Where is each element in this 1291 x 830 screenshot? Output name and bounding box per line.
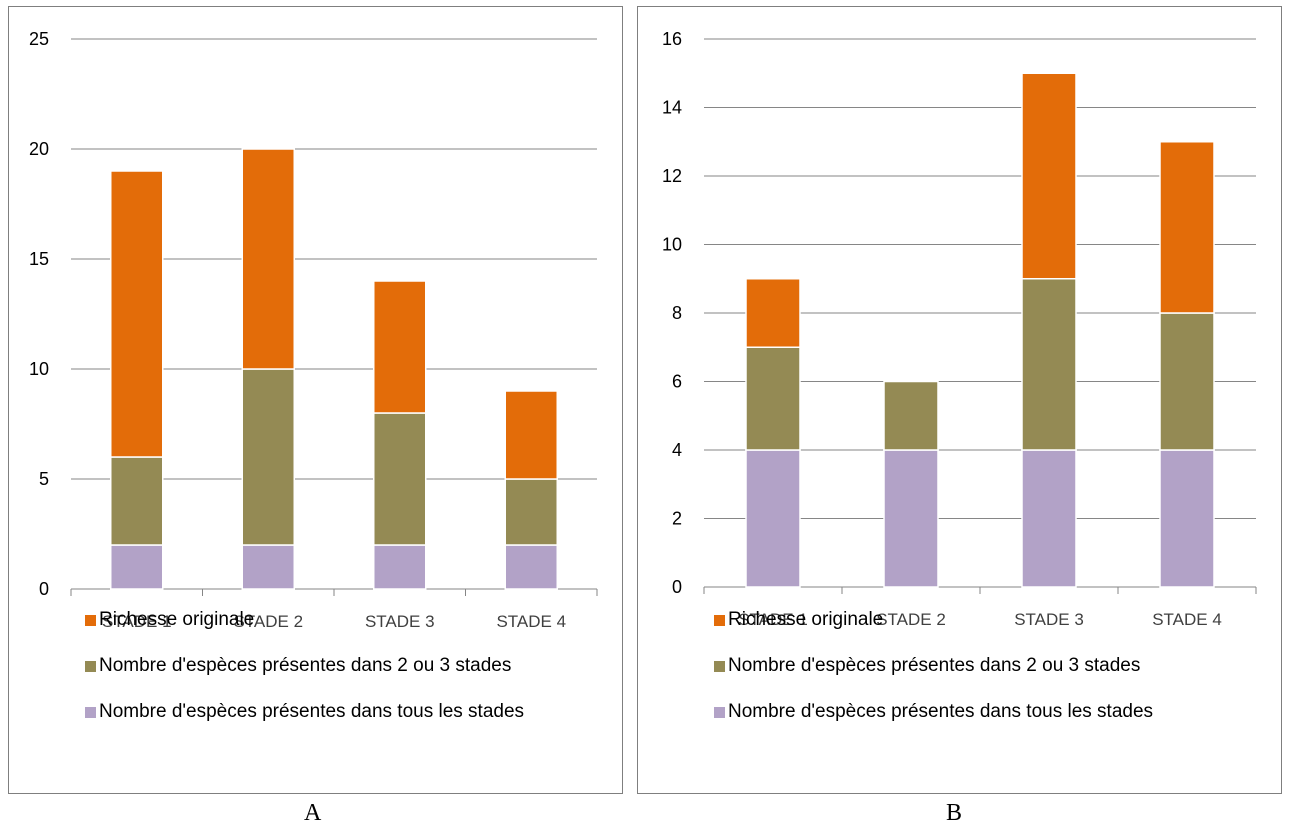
chart-b-bar-richesse <box>745 278 801 348</box>
chart-a-bar-richesse <box>373 280 427 414</box>
chart-b-category-label: STADE 1 <box>738 610 808 629</box>
chart-a-bar-deux_trois <box>110 456 164 546</box>
legend-label: Nombre d'espèces présentes dans 2 ou 3 s… <box>728 655 1141 676</box>
chart-b-y-tick-label: 2 <box>672 509 682 529</box>
chart-a-bar-deux_trois <box>504 478 558 546</box>
chart-panel-a: 0 5 10 15 20 25 STADE 1 STADE 2 STADE 3 STADE 4 R… <box>8 6 623 794</box>
chart-a-bar-tous <box>373 544 427 590</box>
chart-a-bar-deux_trois <box>373 412 427 546</box>
chart-a-category-label: STADE 3 <box>365 612 435 631</box>
chart-a-bar-richesse <box>110 170 164 458</box>
chart-a-bar-tous <box>110 544 164 590</box>
chart-a-plot: 0 5 10 15 20 25 STADE 1 STADE 2 STADE 3 STADE 4 <box>29 29 598 631</box>
legend-label: Nombre d'espèces présentes dans tous les… <box>728 701 1154 722</box>
legend-swatch-richesse <box>714 614 725 626</box>
chart-a-bar-tous <box>241 544 295 590</box>
chart-a-category-label: STADE 4 <box>496 612 566 631</box>
chart-b-bar-tous <box>745 449 801 588</box>
chart-a-y-tick-label: 25 <box>29 29 49 49</box>
legend-swatch-deux_trois <box>714 660 725 672</box>
chart-b-bar-deux_trois <box>745 346 801 451</box>
legend-swatch-richesse <box>85 614 96 626</box>
chart-b-bar-tous <box>883 449 939 588</box>
chart-a-category-label: STADE 2 <box>233 612 303 631</box>
legend-swatch-tous <box>714 706 725 718</box>
chart-b-y-tick-label: 10 <box>662 235 682 255</box>
chart-b-y-tick-label: 0 <box>672 577 682 597</box>
chart-b-bar-richesse <box>1021 72 1077 280</box>
chart-a-y-tick-label: 10 <box>29 359 49 379</box>
legend-label: Richesse originale <box>99 609 255 630</box>
chart-b-y-tick-label: 6 <box>672 372 682 392</box>
chart-a-category-label: STADE 1 <box>102 612 172 631</box>
chart-b-y-tick-label: 8 <box>672 303 682 323</box>
chart-a-bar-richesse <box>504 390 558 480</box>
chart-b-bar-deux_trois <box>1021 278 1077 451</box>
chart-b-category-label: STADE 3 <box>1014 610 1084 629</box>
chart-b-bar-deux_trois <box>1159 312 1215 451</box>
chart-b-bar-richesse <box>1159 141 1215 314</box>
chart-a-y-tick-label: 20 <box>29 139 49 159</box>
legend-swatch-tous <box>85 706 96 718</box>
legend-item-deux_trois: Nombre d'espèces présentes dans 2 ou 3 s… <box>714 655 1140 677</box>
chart-b-plot: 0 2 4 6 8 10 12 14 16 STADE 1 STADE 2 STADE 3 STADE … <box>662 29 1257 629</box>
chart-a-bar-tous <box>504 544 558 590</box>
legend-item-richesse: Richesse originale <box>85 609 254 631</box>
chart-panel-b: 0 2 4 6 8 10 12 14 16 STADE 1 STADE 2 STADE 3 STADE … <box>637 6 1282 794</box>
chart-b-category-label: STADE 4 <box>1152 610 1222 629</box>
legend-item-richesse: Richesse originale <box>714 609 883 631</box>
chart-a-bar-deux_trois <box>241 368 295 546</box>
legend-item-tous: Nombre d'espèces présentes dans tous les… <box>714 701 1153 723</box>
chart-b-y-tick-label: 16 <box>662 29 682 49</box>
chart-b-bar-deux_trois <box>883 380 939 451</box>
chart-b-category-label: STADE 2 <box>876 610 946 629</box>
chart-a-y-tick-label: 5 <box>39 469 49 489</box>
chart-b-y-tick-label: 14 <box>662 98 682 118</box>
legend-label: Nombre d'espèces présentes dans tous les… <box>99 701 525 722</box>
legend-label: Nombre d'espèces présentes dans 2 ou 3 s… <box>99 655 512 676</box>
legend-item-deux_trois: Nombre d'espèces présentes dans 2 ou 3 s… <box>85 655 511 677</box>
chart-b-bar-tous <box>1159 449 1215 588</box>
chart-b-y-tick-label: 12 <box>662 166 682 186</box>
panel-label-a: A <box>304 800 322 826</box>
chart-a-y-tick-label: 15 <box>29 249 49 269</box>
chart-a-bar-richesse <box>241 148 295 370</box>
legend-item-tous: Nombre d'espèces présentes dans tous les… <box>85 701 524 723</box>
chart-b-y-tick-label: 4 <box>672 440 682 460</box>
chart-a-y-tick-label: 0 <box>39 579 49 599</box>
legend-label: Richesse originale <box>728 609 884 630</box>
legend-swatch-deux_trois <box>85 660 96 672</box>
chart-b-bar-tous <box>1021 449 1077 588</box>
panel-label-b: B <box>946 800 963 826</box>
